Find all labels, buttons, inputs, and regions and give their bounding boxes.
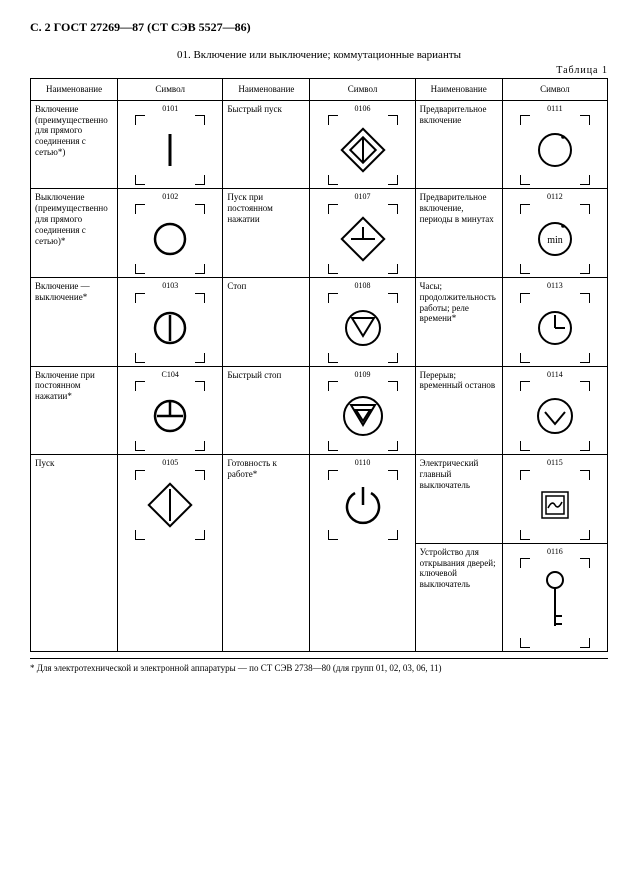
main-switch-icon bbox=[534, 484, 576, 526]
sym-0115: 0115 bbox=[502, 455, 607, 544]
sym-0105: 0105 bbox=[118, 455, 223, 652]
key-icon bbox=[540, 568, 570, 638]
col-header: Наименование bbox=[31, 79, 118, 101]
on-hold-icon bbox=[147, 393, 193, 439]
name-cell: Быстрый стоп bbox=[223, 366, 310, 455]
col-header: Символ bbox=[502, 79, 607, 101]
sym-0108: 0108 bbox=[310, 277, 415, 366]
name-cell: Предварительное включение bbox=[415, 100, 502, 189]
name-cell: Электрический главный выключатель bbox=[415, 455, 502, 544]
name-cell: Выключение (преимущественно для прямого … bbox=[31, 189, 118, 278]
col-header: Наименование bbox=[415, 79, 502, 101]
preset-min-icon: min bbox=[532, 216, 578, 262]
preset-on-icon bbox=[532, 127, 578, 173]
name-cell: Включение — выключение* bbox=[31, 277, 118, 366]
symbol-table: Наименование Символ Наименование Символ … bbox=[30, 78, 608, 652]
svg-text:min: min bbox=[547, 235, 563, 246]
footnote: Для электротехнической и электронной апп… bbox=[30, 658, 608, 673]
sym-0102: 0102 bbox=[118, 189, 223, 278]
name-cell: Быстрый пуск bbox=[223, 100, 310, 189]
standby-icon bbox=[339, 481, 387, 529]
fast-stop-icon bbox=[338, 391, 388, 441]
sym-0112: 0112 min bbox=[502, 189, 607, 278]
name-cell: Включение при постоянном нажатии* bbox=[31, 366, 118, 455]
sym-0111: 0111 bbox=[502, 100, 607, 189]
col-header: Наименование bbox=[223, 79, 310, 101]
on-off-icon bbox=[147, 305, 193, 351]
col-header: Символ bbox=[310, 79, 415, 101]
name-cell: Перерыв; временный останов bbox=[415, 366, 502, 455]
name-cell: Пуск bbox=[31, 455, 118, 652]
page-header: С. 2 ГОСТ 27269—87 (СТ СЭВ 5527—86) bbox=[30, 20, 608, 35]
start-icon bbox=[144, 479, 196, 531]
name-cell: Часы; продолжительность работы; реле вре… bbox=[415, 277, 502, 366]
on-icon bbox=[148, 128, 192, 172]
table-label: Таблица 1 bbox=[30, 65, 608, 76]
name-cell: Включение (преимущественно для прямого с… bbox=[31, 100, 118, 189]
start-hold-icon bbox=[337, 213, 389, 265]
name-cell: Стоп bbox=[223, 277, 310, 366]
pause-icon bbox=[531, 392, 579, 440]
name-cell: Пуск при постоянном нажатии bbox=[223, 189, 310, 278]
sym-0110: 0110 bbox=[310, 455, 415, 652]
col-header: Символ bbox=[118, 79, 223, 101]
sym-0109: 0109 bbox=[310, 366, 415, 455]
stop-icon bbox=[339, 304, 387, 352]
clock-icon bbox=[532, 305, 578, 351]
sym-0116: 0116 bbox=[502, 543, 607, 652]
name-cell: Готовность к работе* bbox=[223, 455, 310, 652]
off-icon bbox=[147, 216, 193, 262]
sym-0103: 0103 bbox=[118, 277, 223, 366]
section-title: 01. Включение или выключение; коммутацио… bbox=[30, 49, 608, 61]
sym-0113: 0113 bbox=[502, 277, 607, 366]
sym-0101: 0101 bbox=[118, 100, 223, 189]
name-cell: Предварительное включение, периоды в мин… bbox=[415, 189, 502, 278]
sym-0114: 0114 bbox=[502, 366, 607, 455]
name-cell: Устройство для открывания дверей; ключев… bbox=[415, 543, 502, 652]
sym-0107: 0107 bbox=[310, 189, 415, 278]
sym-0104: С104 bbox=[118, 366, 223, 455]
fast-start-icon bbox=[337, 124, 389, 176]
sym-0106: 0106 bbox=[310, 100, 415, 189]
